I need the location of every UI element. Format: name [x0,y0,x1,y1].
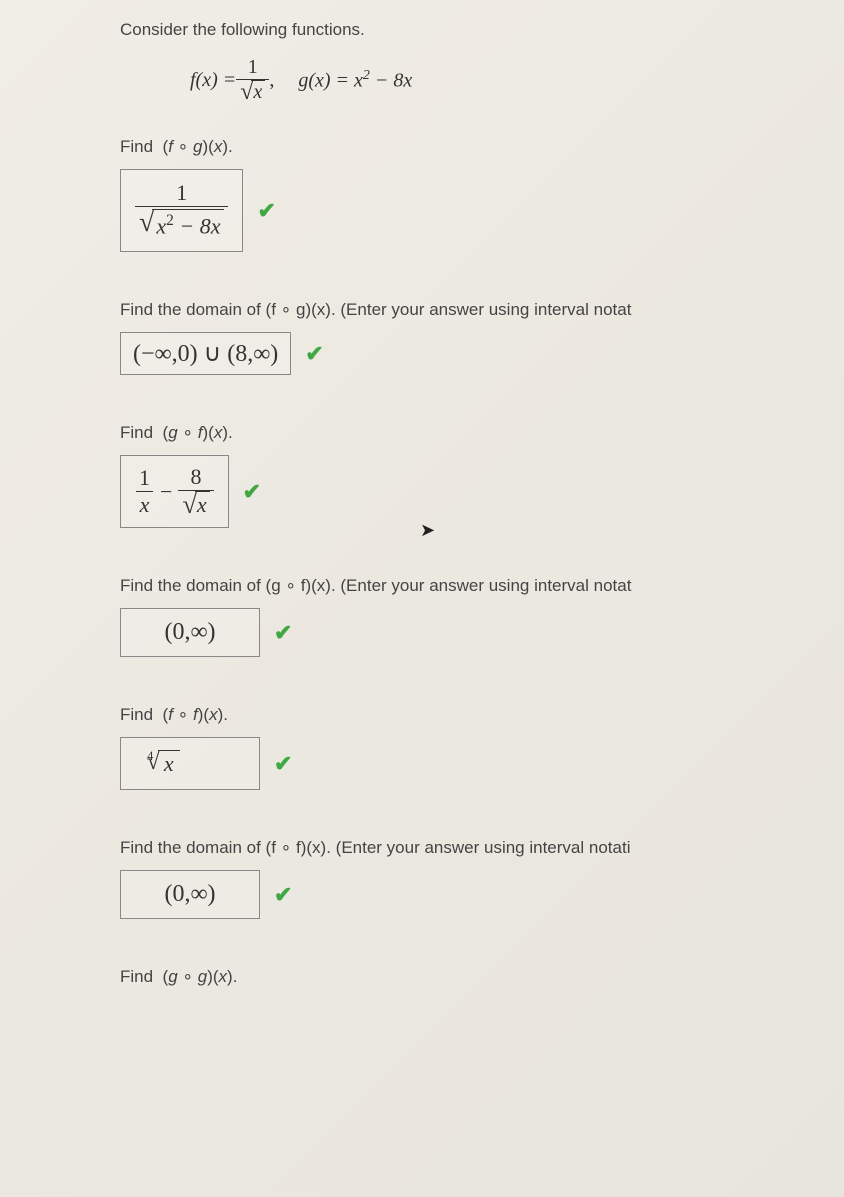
q3-frac1-num: 1 [135,465,154,491]
check-icon: ✔ [257,198,275,224]
q5-prompt: Find (f ∘ f)(x). [120,705,844,725]
question-4: Find the domain of (g ∘ f)(x). (Enter yo… [120,576,844,657]
check-icon: ✔ [274,882,292,908]
q3-sqrt: √ x [182,491,209,518]
g-definition: g(x) = x2 − 8x [298,68,412,93]
q2-answer-box[interactable]: (−∞,0) ∪ (8,∞) [120,332,291,375]
question-3: Find (g ∘ f)(x). 1 x − 8 √ x ✔ [120,423,844,528]
intro-text: Consider the following functions. [120,20,844,40]
q5-sqrt: √ x [147,750,180,777]
q1-den-var: x [156,213,166,238]
question-1: Find (f ∘ g)(x). 1 √ x2 − 8x ✔ [120,137,844,252]
question-6: Find the domain of (f ∘ f)(x). (Enter yo… [120,838,844,919]
q3-answer-box[interactable]: 1 x − 8 √ x [120,455,229,528]
q7-prompt: Find (g ∘ g)(x). [120,967,844,987]
q1-den-exp: 2 [166,212,174,229]
q3-frac1: 1 x [135,465,154,518]
f-radicand: x [251,80,265,104]
q4-prompt: Find the domain of (g ∘ f)(x). (Enter yo… [120,576,844,596]
f-lhs: f(x) = [190,69,236,92]
q3-frac1-den: x [136,491,154,518]
check-icon: ✔ [243,479,261,505]
q1-prompt: Find (f ∘ g)(x). [120,137,844,157]
check-icon: ✔ [305,341,323,367]
q1-sqrt: √ x2 − 8x [139,209,224,241]
question-5: Find (f ∘ f)(x). 4 √ x ✔ [120,705,844,790]
g-exp: 2 [363,68,370,83]
q1-numerator: 1 [172,180,191,206]
check-icon: ✔ [274,620,292,646]
q2-prompt: Find the domain of (f ∘ g)(x). (Enter yo… [120,300,844,320]
f-fraction: 1 √ x [236,56,269,105]
g-lhs: g(x) = x [298,70,363,92]
question-7: Find (g ∘ g)(x). [120,967,844,987]
q4-answer-box[interactable]: (0,∞) [120,608,260,657]
q6-answer-box[interactable]: (0,∞) [120,870,260,919]
check-icon: ✔ [274,751,292,777]
f-numerator: 1 [244,56,262,79]
q3-frac2: 8 √ x [178,464,213,519]
q3-prompt: Find (g ∘ f)(x). [120,423,844,443]
q1-den-tail: − 8x [174,213,221,238]
q1-answer-box[interactable]: 1 √ x2 − 8x [120,169,243,252]
q1-fraction: 1 √ x2 − 8x [135,180,228,241]
q5-answer-box[interactable]: 4 √ x [120,737,260,790]
function-definitions: f(x) = 1 √ x , g(x) = x2 − 8x [190,56,844,105]
question-2: Find the domain of (f ∘ g)(x). (Enter yo… [120,300,844,375]
q3-minus: − [154,479,178,505]
q5-radicand: x [158,750,180,777]
f-sqrt: √ x [240,80,265,104]
q3-frac2-num: 8 [187,464,206,490]
g-tail: − 8x [370,70,412,92]
q3-frac2-den: x [195,491,210,518]
q6-prompt: Find the domain of (f ∘ f)(x). (Enter yo… [120,838,844,858]
